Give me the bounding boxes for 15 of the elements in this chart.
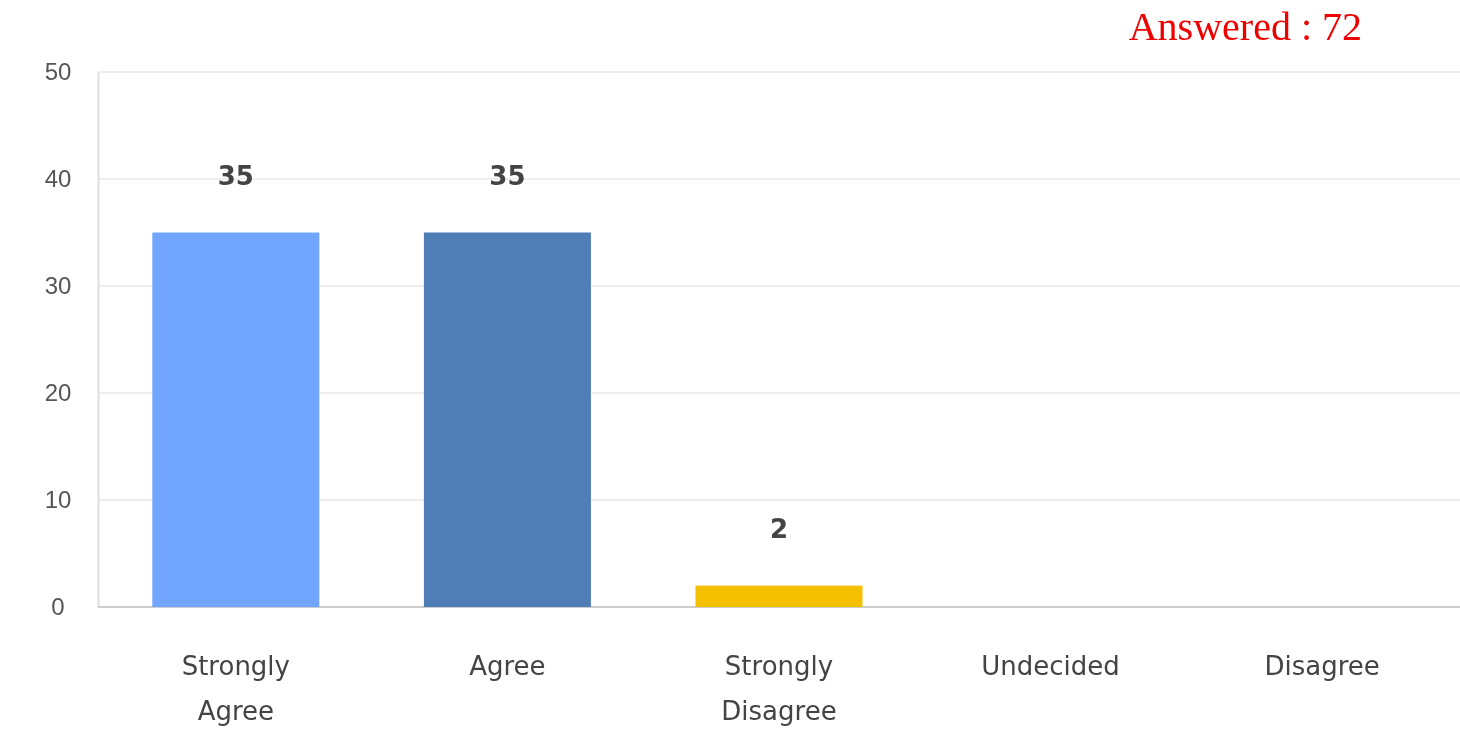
y-tick-label: 50 [44,58,72,86]
x-tick-label: Strongly Agree [181,651,290,726]
text: Answered : 72 [1128,4,1362,49]
x-tick-label: Agree [469,651,546,681]
y-tick-label: 10 [44,486,72,514]
data-label: 35 [217,160,254,191]
data-label: 35 [489,160,526,191]
y-tick-label: 20 [44,379,72,407]
y-tick-label: 40 [44,165,72,193]
x-tick-label: Disagree [1264,651,1380,681]
x-tick-label: Strongly Disagree [721,651,837,726]
data-label: 2 [769,513,789,544]
x-tick-label: Undecided [981,651,1120,681]
y-tick-label: 30 [44,272,72,300]
y-tick-label: 0 [51,593,65,621]
